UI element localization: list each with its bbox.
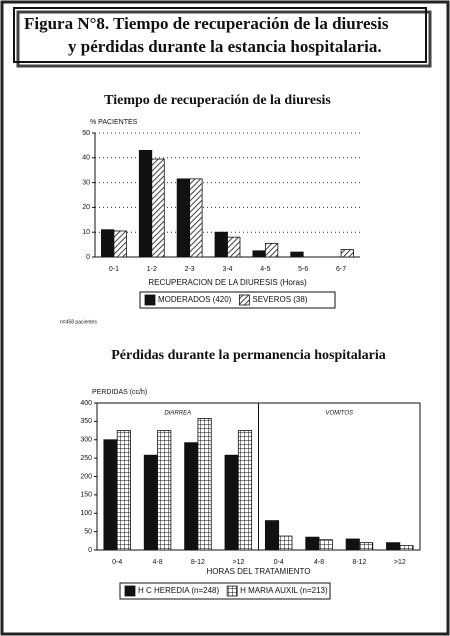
header-box xyxy=(13,7,427,63)
x-tick-label: 1-2 xyxy=(147,266,157,273)
panel-label: VOMITOS xyxy=(325,411,353,417)
x-tick-label: 2-3 xyxy=(185,266,195,273)
legend-swatch xyxy=(238,294,250,306)
bar xyxy=(151,158,165,258)
legend-swatch xyxy=(144,294,156,306)
y-tick-label: 150 xyxy=(80,492,92,499)
bar xyxy=(318,539,333,551)
y-tick-label: 50 xyxy=(84,528,92,535)
legend-swatch xyxy=(124,585,136,597)
legend-label: H MARIA AUXIL (n=213) xyxy=(240,586,328,595)
chart-title: Pérdidas durante la permanencia hospital… xyxy=(111,348,386,363)
header-line: Figura N°8. Tiempo de recuperación de la… xyxy=(24,14,389,33)
legend-box xyxy=(119,582,331,600)
note: n=458 pacientes xyxy=(60,319,97,325)
x-axis-label: HORAS DEL TRATAMIENTO xyxy=(206,567,310,576)
bar xyxy=(278,535,293,551)
legend-label: MODERADOS (420) xyxy=(158,295,232,304)
y-axis-label: % PACIENTES xyxy=(90,119,138,126)
y-tick-label: 200 xyxy=(80,473,92,480)
bar xyxy=(386,542,401,551)
bar xyxy=(359,542,374,551)
bar xyxy=(157,430,172,551)
bar xyxy=(138,149,153,258)
y-tick-label: 0 xyxy=(88,547,92,554)
y-tick-label: 30 xyxy=(82,179,90,186)
bar xyxy=(224,454,239,551)
x-tick-label: 4-8 xyxy=(314,559,324,566)
bar xyxy=(214,231,228,258)
bar xyxy=(345,538,360,551)
x-axis-label: RECUPERACION DE LA DIURESIS (Horas) xyxy=(148,278,307,287)
panel-label: DIARREA xyxy=(164,411,191,417)
x-tick-label: 5-6 xyxy=(298,266,308,273)
x-tick-label: 0-4 xyxy=(274,559,284,566)
bar xyxy=(237,430,253,551)
bar xyxy=(305,536,320,551)
y-tick-label: 250 xyxy=(80,455,92,462)
x-tick-label: 3-4 xyxy=(222,266,232,273)
bar xyxy=(264,520,280,551)
bar xyxy=(197,418,212,551)
legend-label: H C HEREDIA (n=248) xyxy=(138,586,219,595)
x-tick-label: 4-8 xyxy=(153,559,163,566)
y-tick-label: 50 xyxy=(82,130,90,137)
legend-box xyxy=(139,291,336,309)
bar xyxy=(189,178,203,258)
x-tick-label: >12 xyxy=(232,559,244,566)
bar xyxy=(103,439,118,551)
y-axis-label: PERDIDAS (cc/h) xyxy=(92,389,147,396)
legend-label: SEVEROS (38) xyxy=(252,295,307,304)
chart-title: Tiempo de recuperación de la diuresis xyxy=(104,93,331,108)
x-tick-label: 8-12 xyxy=(352,559,366,566)
bar xyxy=(340,249,354,258)
bar xyxy=(116,430,131,551)
y-tick-label: 10 xyxy=(82,229,90,236)
bar xyxy=(252,250,266,258)
y-tick-label: 300 xyxy=(80,437,92,444)
x-tick-label: 8-12 xyxy=(191,559,205,566)
y-tick-label: 40 xyxy=(82,155,90,162)
y-tick-label: 350 xyxy=(80,418,92,425)
bar xyxy=(290,251,304,258)
y-tick-label: 400 xyxy=(80,400,92,407)
x-tick-label: 4-5 xyxy=(260,266,270,273)
bar xyxy=(227,236,241,258)
y-tick-label: 20 xyxy=(82,204,90,211)
header-line: y pérdidas durante la estancia hospitala… xyxy=(68,37,382,56)
y-tick-label: 0 xyxy=(86,254,90,261)
bar xyxy=(176,178,191,258)
x-tick-label: 6-7 xyxy=(336,266,346,273)
x-tick-label: 0-4 xyxy=(112,559,122,566)
header-shadow xyxy=(16,10,432,68)
bar xyxy=(264,242,279,258)
bar xyxy=(399,545,414,551)
x-tick-label: >12 xyxy=(394,559,406,566)
bar xyxy=(113,230,127,258)
bar xyxy=(184,442,199,551)
x-tick-label: 0-1 xyxy=(109,266,119,273)
legend-swatch xyxy=(226,585,238,597)
y-tick-label: 100 xyxy=(80,510,92,517)
bar xyxy=(143,454,158,551)
bar xyxy=(101,229,115,258)
